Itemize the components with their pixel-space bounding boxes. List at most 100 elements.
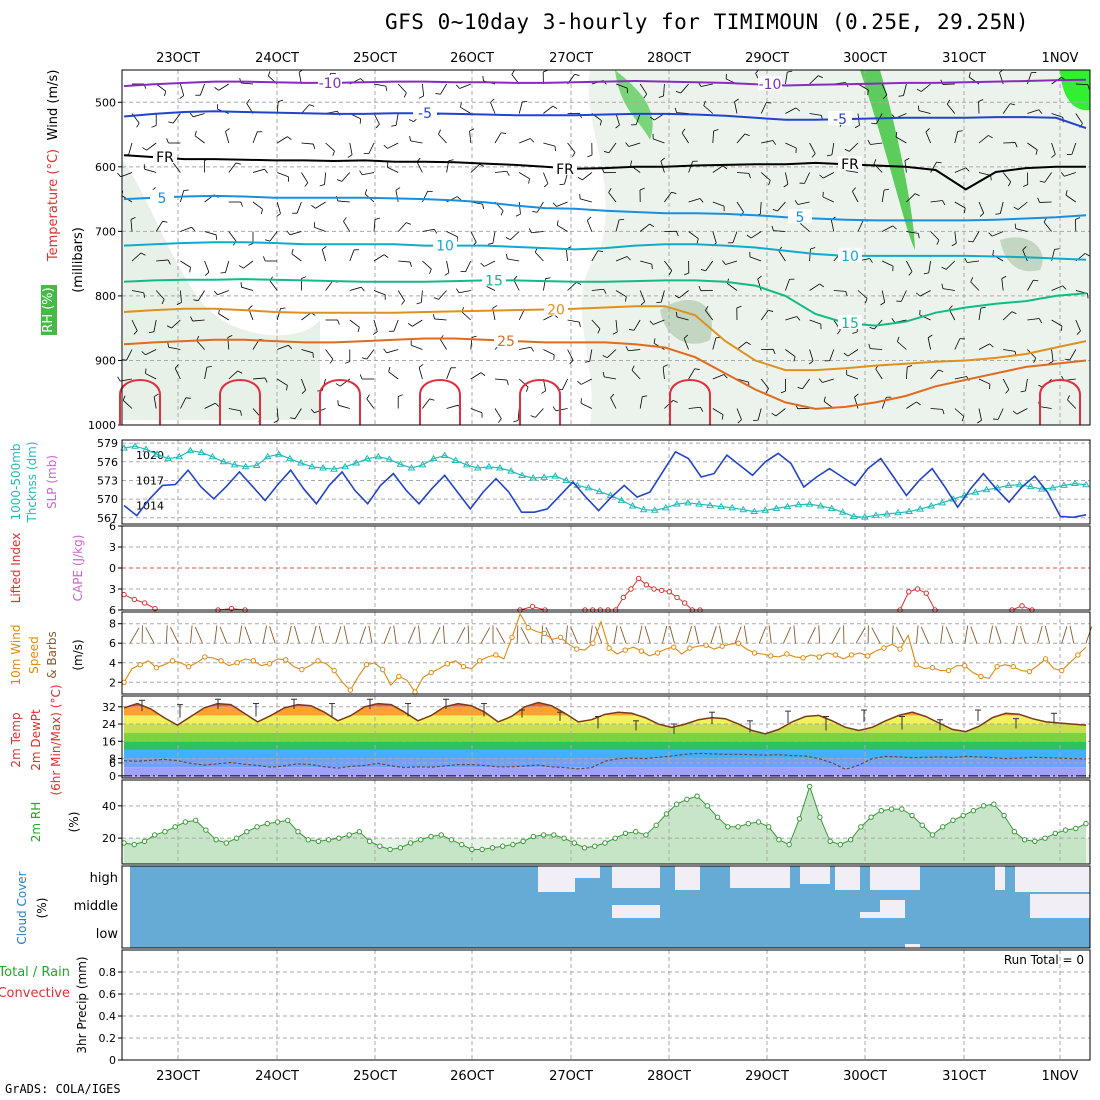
lifted-index-marker — [635, 575, 642, 582]
wind-barb — [543, 142, 556, 147]
wind-barb — [906, 231, 919, 234]
wind-barb-flag — [189, 112, 194, 118]
wind-barb — [615, 256, 628, 262]
wind-barb-flag — [772, 140, 777, 145]
isotherm-label-bg — [494, 333, 518, 348]
isotherm-label: -5 — [418, 106, 432, 122]
wind10m-speed-marker — [347, 687, 354, 693]
rh2m-marker — [899, 806, 905, 812]
wind-barb-flag — [625, 296, 627, 302]
wind-barb — [688, 198, 701, 203]
wind-barb — [1027, 279, 1034, 291]
temp2m-band — [124, 775, 1086, 778]
wind-barb — [1064, 172, 1076, 177]
thickness-marker — [274, 450, 283, 457]
wind10m-speed-marker — [1010, 663, 1016, 670]
wind-barb — [757, 408, 762, 421]
wind10m-barb — [238, 625, 243, 644]
wind-barb — [197, 290, 205, 301]
li-axis-tick-label: 6 — [109, 520, 116, 533]
wind10m-axis-tick-label: 2 — [109, 676, 116, 689]
wind-barb-flag — [681, 128, 686, 134]
wind-barb — [652, 138, 665, 144]
wind10m-speed-marker — [622, 647, 628, 653]
isotherm-label: 10 — [841, 249, 859, 265]
wind10m-barb — [1020, 626, 1026, 644]
isotherm-label-bg — [838, 156, 862, 171]
thickness-marker — [1015, 480, 1024, 488]
wind-barb — [174, 368, 181, 380]
wind-barb-flag — [941, 283, 944, 289]
wind-barb-flag — [418, 364, 424, 368]
isotherm-label-bg — [153, 149, 177, 164]
wind-barb — [218, 83, 230, 91]
bottom-date-label: 29OCT — [745, 1069, 789, 1084]
isotherm-label: 20 — [547, 302, 565, 318]
wind-barb-flag — [927, 334, 933, 339]
wind-barb — [759, 201, 762, 214]
wind-barb — [736, 133, 746, 144]
wind-barb-flag — [167, 342, 170, 348]
wind-barb — [615, 219, 620, 232]
wind-barb — [775, 408, 786, 417]
wind-barb — [131, 252, 142, 262]
wind-barb — [610, 397, 617, 409]
wind-barb-flag — [610, 393, 615, 399]
wind-barb — [412, 319, 423, 327]
wind10m-speed-marker — [897, 646, 903, 652]
wind-barb — [373, 83, 386, 87]
cloud-cover-fill — [130, 866, 1090, 948]
wind-barb-flag — [401, 300, 405, 305]
wind-barb-flag — [948, 305, 953, 310]
wind-barb — [204, 402, 216, 409]
wind-barb-flag — [915, 292, 921, 297]
wind-barb — [567, 349, 574, 361]
thickness-marker — [783, 502, 792, 510]
wind-barb — [785, 316, 797, 321]
wind-barb — [291, 253, 302, 262]
wind-barb-flag — [603, 289, 607, 294]
lifted-index-marker — [906, 589, 912, 595]
wind10m-barb — [318, 625, 325, 644]
thickness-marker — [706, 501, 714, 508]
wind-barb-flag — [153, 393, 159, 398]
top-date-label: 24OCT — [255, 51, 299, 66]
wind10m-speed-marker — [428, 669, 434, 676]
wind-barb-flag — [213, 290, 218, 296]
wind-barb-flag — [793, 356, 796, 362]
wind-barb — [325, 142, 335, 152]
wind-barb — [438, 290, 447, 300]
upper-air-panel — [121, 69, 1091, 426]
wind10m-barb — [294, 626, 300, 644]
wind-barb — [954, 231, 957, 244]
rh2m-marker — [725, 824, 731, 830]
wind-barb — [1039, 406, 1052, 409]
wind-barb — [155, 221, 163, 232]
wind-barb — [797, 201, 810, 205]
wind-barb-flag — [723, 374, 728, 379]
top-date-label: 25OCT — [353, 51, 397, 66]
wind-barb-flag — [892, 225, 897, 230]
wind-barb — [513, 279, 520, 291]
upper-air-wind-barbs — [117, 69, 1090, 424]
ylabel-rh: RH (%) — [41, 287, 56, 332]
wind-barb — [373, 319, 378, 332]
cloud-gap — [835, 866, 860, 890]
wind-barb — [1027, 349, 1037, 359]
rh2m-marker — [407, 840, 414, 846]
wind10m-ylabel-part: & Barbs — [45, 631, 59, 679]
wind-barb — [919, 314, 931, 321]
wind10m-barb — [793, 625, 796, 644]
wind-barb — [1051, 319, 1063, 327]
thickness-marker — [142, 445, 150, 452]
wind-barb-flag — [823, 396, 826, 402]
thickness-marker — [330, 465, 338, 472]
wind-barb — [243, 260, 254, 269]
wind-barb — [919, 290, 931, 297]
wind10m-speed-marker — [234, 660, 240, 666]
wind-barb-flag — [515, 213, 521, 217]
wind-barb — [664, 400, 674, 409]
bottom-date-label: 24OCT — [255, 1069, 299, 1084]
thickness-marker — [927, 501, 936, 509]
cloud-level-label: high — [90, 871, 118, 886]
